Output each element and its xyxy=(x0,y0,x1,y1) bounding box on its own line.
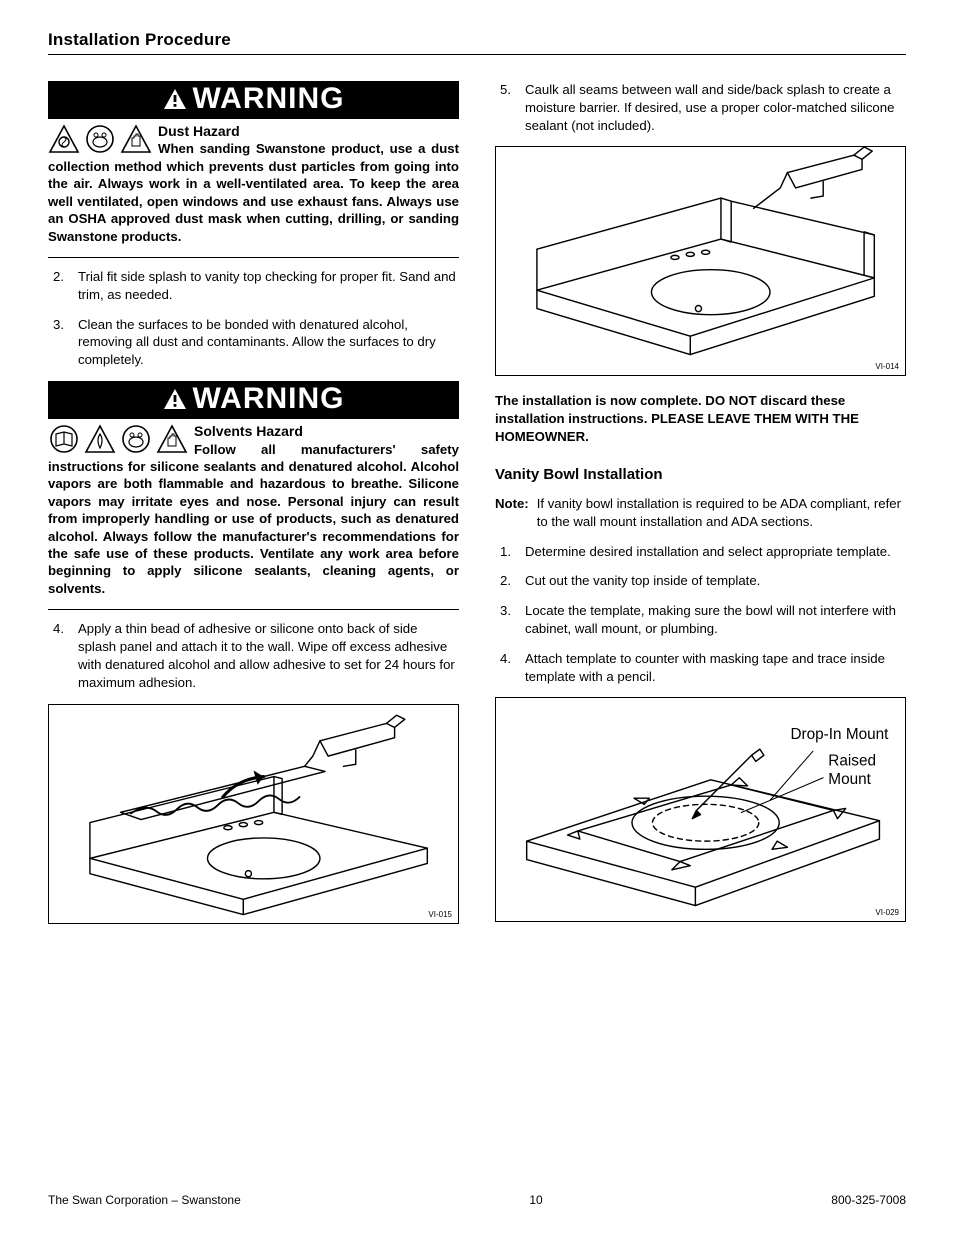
step-item: 1. Determine desired installation and se… xyxy=(495,543,906,561)
step-text: Clean the surfaces to be bonded with den… xyxy=(78,316,459,369)
template-trace-illustration: Drop-In Mount Raised Mount xyxy=(496,698,905,918)
warning-banner-solvents: WARNING xyxy=(48,381,459,419)
warning-banner-dust: WARNING xyxy=(48,81,459,119)
figure-id: VI-014 xyxy=(875,362,899,371)
step-text: Determine desired installation and selec… xyxy=(525,543,906,561)
figure-vi-014: VI-014 xyxy=(495,146,906,376)
completion-notice: The installation is now complete. DO NOT… xyxy=(495,392,906,445)
warning-banner-text: WARNING xyxy=(193,82,345,116)
step-number: 4. xyxy=(48,620,64,691)
step-item: 4. Apply a thin bead of adhesive or sili… xyxy=(48,620,459,691)
two-column-layout: WARNING Dust Hazard When sanding Swansto… xyxy=(48,81,906,932)
divider xyxy=(48,609,459,610)
fan-icon xyxy=(48,124,80,154)
figure-id: VI-029 xyxy=(875,908,899,917)
step-item: 2. Cut out the vanity top inside of temp… xyxy=(495,572,906,590)
figure-vi-015: VI-015 xyxy=(48,704,459,924)
footer-right: 800-325-7008 xyxy=(831,1193,906,1207)
left-column: WARNING Dust Hazard When sanding Swansto… xyxy=(48,81,459,932)
step-item: 2. Trial fit side splash to vanity top c… xyxy=(48,268,459,304)
step-number: 2. xyxy=(48,268,64,304)
figure-label-dropin: Drop-In Mount xyxy=(790,726,889,743)
note-text: If vanity bowl installation is required … xyxy=(537,495,906,531)
footer-left: The Swan Corporation – Swanstone xyxy=(48,1193,241,1207)
vanity-bowl-heading: Vanity Bowl Installation xyxy=(495,466,906,483)
figure-id: VI-015 xyxy=(428,910,452,919)
step-text: Apply a thin bead of adhesive or silicon… xyxy=(78,620,459,691)
vanity-adhesive-illustration xyxy=(49,705,458,920)
warning-solvents-icons xyxy=(48,424,188,454)
step-item: 5. Caulk all seams between wall and side… xyxy=(495,81,906,134)
hand-caution-icon xyxy=(120,124,152,154)
flame-icon xyxy=(84,424,116,454)
step-text: Cut out the vanity top inside of templat… xyxy=(525,572,906,590)
footer-page-number: 10 xyxy=(529,1193,542,1207)
figure-label-raised-l2: Mount xyxy=(828,771,871,788)
note-row: Note: If vanity bowl installation is req… xyxy=(495,495,906,531)
step-number: 3. xyxy=(48,316,64,369)
right-column: 5. Caulk all seams between wall and side… xyxy=(495,81,906,932)
vanity-caulk-illustration xyxy=(496,147,905,372)
figure-label-raised-l1: Raised xyxy=(828,753,876,770)
warning-solvents-text: Follow all manufacturers' safety instruc… xyxy=(48,442,459,596)
steps-list-d: 1. Determine desired installation and se… xyxy=(495,543,906,686)
warning-dust-text: When sanding Swanstone product, use a du… xyxy=(48,141,459,243)
step-text: Trial fit side splash to vanity top chec… xyxy=(78,268,459,304)
warning-banner-text: WARNING xyxy=(193,382,345,416)
note-label: Note: xyxy=(495,495,529,531)
step-text: Caulk all seams between wall and side/ba… xyxy=(525,81,906,134)
page-title: Installation Procedure xyxy=(48,30,906,55)
hand-caution-icon xyxy=(156,424,188,454)
steps-list-b: 4. Apply a thin bead of adhesive or sili… xyxy=(48,620,459,691)
page-footer: The Swan Corporation – Swanstone 10 800-… xyxy=(48,1193,906,1207)
warning-dust-body: Dust Hazard When sanding Swanstone produ… xyxy=(48,122,459,245)
step-item: 3. Locate the template, making sure the … xyxy=(495,602,906,638)
step-item: 4. Attach template to counter with maski… xyxy=(495,650,906,686)
divider xyxy=(48,257,459,258)
steps-list-a: 2. Trial fit side splash to vanity top c… xyxy=(48,268,459,369)
alert-triangle-icon xyxy=(163,88,187,110)
step-item: 3. Clean the surfaces to be bonded with … xyxy=(48,316,459,369)
figure-vi-029: Drop-In Mount Raised Mount VI-029 xyxy=(495,697,906,922)
respirator-icon xyxy=(84,124,116,154)
respirator-icon xyxy=(120,424,152,454)
step-text: Attach template to counter with masking … xyxy=(525,650,906,686)
step-number: 5. xyxy=(495,81,511,134)
steps-list-c: 5. Caulk all seams between wall and side… xyxy=(495,81,906,134)
step-number: 1. xyxy=(495,543,511,561)
alert-triangle-icon xyxy=(163,388,187,410)
step-text: Locate the template, making sure the bow… xyxy=(525,602,906,638)
step-number: 2. xyxy=(495,572,511,590)
manual-icon xyxy=(48,424,80,454)
step-number: 4. xyxy=(495,650,511,686)
step-number: 3. xyxy=(495,602,511,638)
warning-dust-icons xyxy=(48,124,152,154)
warning-solvents-body: Solvents Hazard Follow all manufacturers… xyxy=(48,422,459,597)
